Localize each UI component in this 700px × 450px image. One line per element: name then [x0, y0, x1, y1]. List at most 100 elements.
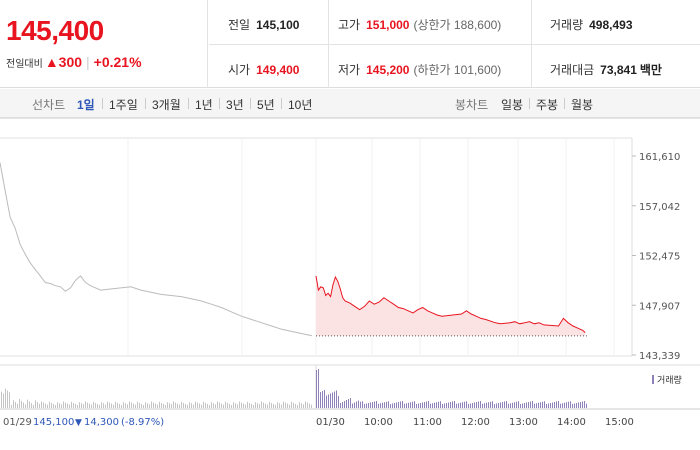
volume-bar: [149, 404, 150, 408]
volume-bar: [458, 403, 459, 408]
tab-separator: [188, 98, 189, 109]
volume-bar: [484, 403, 485, 408]
low-value: 145,200: [366, 63, 410, 77]
volume-bar: [37, 402, 38, 408]
volume-bar: [500, 402, 501, 408]
volume-bar: [320, 392, 321, 408]
tab-5year[interactable]: 5년: [257, 98, 275, 112]
volume-bar: [247, 401, 248, 408]
volume-bar: [215, 404, 216, 408]
volume-bar: [356, 401, 357, 408]
volume-bar: [456, 403, 457, 408]
volume-bar: [422, 402, 423, 408]
volume-bar: [139, 402, 140, 408]
volume-bar: [348, 399, 349, 408]
volume-bar: [388, 401, 389, 408]
volume-bar: [189, 402, 190, 408]
volume-bar: [29, 401, 30, 408]
tab-weekly-candle[interactable]: 주봉: [536, 98, 559, 112]
volume-bar: [324, 390, 325, 408]
volume-bar: [474, 402, 475, 408]
volume-bar: [15, 402, 16, 408]
volume-bar: [175, 402, 176, 408]
volume-bar: [231, 405, 232, 408]
change-percent: +0.21%: [93, 54, 142, 70]
volume-bar: [285, 402, 286, 408]
volume-bars: [1, 369, 587, 408]
volume-bar: [229, 403, 230, 408]
volume-bar: [420, 403, 421, 408]
tab-1year[interactable]: 1년: [195, 98, 213, 112]
volume-bar: [372, 402, 373, 408]
tab-monthly-candle[interactable]: 월봉: [571, 98, 594, 112]
volume-bar: [526, 402, 527, 408]
volume-bar: [472, 403, 473, 408]
volume-bar: [53, 403, 54, 408]
tab-daily-candle[interactable]: 일봉: [501, 98, 524, 112]
volume-bar: [464, 401, 465, 408]
volume-bar: [418, 403, 419, 408]
volume-bar: [165, 405, 166, 408]
volume-bar: [338, 396, 339, 408]
tab-3month[interactable]: 3개월: [152, 98, 181, 112]
volume-bar: [71, 401, 72, 408]
volume-bar: [570, 401, 571, 408]
col-divider: [328, 0, 329, 88]
tab-10year[interactable]: 10년: [288, 98, 313, 112]
lower-limit: (하한가 101,600): [413, 63, 502, 77]
tab-1day[interactable]: 1일: [77, 98, 95, 112]
x-tick-label: 12:00: [461, 417, 490, 428]
volume-bar: [217, 401, 218, 408]
volume-bar: [9, 392, 10, 408]
volume-bar: [326, 395, 327, 408]
volume-bar: [410, 402, 411, 408]
volume-bar: [123, 402, 124, 408]
volume-bar: [259, 404, 260, 408]
volume-bar: [199, 403, 200, 408]
volume-bar: [183, 402, 184, 408]
volume-bar: [79, 402, 80, 408]
tab-1week[interactable]: 1주일: [109, 98, 138, 112]
volume-bar: [281, 404, 282, 408]
price-box: 145,400 전일대비 ▲300 | +0.21%: [0, 0, 208, 88]
volume-bar: [584, 401, 585, 408]
volume-bar: [516, 401, 517, 408]
volume-bar: [261, 401, 262, 408]
volume-bar: [524, 403, 525, 408]
volume-bar: [520, 404, 521, 408]
volume-bar: [227, 402, 228, 408]
current-price: 145,400: [6, 15, 104, 46]
high: 고가 151,000 (상한가 188,600): [338, 16, 501, 33]
change-amount: 300: [58, 54, 83, 70]
volume-bar: [273, 403, 274, 408]
volume-bar: [187, 405, 188, 408]
volume-bar: [476, 402, 477, 408]
volume-bar: [514, 402, 515, 408]
volume-bar: [544, 401, 545, 408]
volume-bar: [430, 403, 431, 408]
volume-bar: [578, 402, 579, 408]
volume-bar: [105, 404, 106, 408]
tab-3year[interactable]: 3년: [226, 98, 244, 112]
volume-bar: [436, 402, 437, 408]
volume-bar: [257, 403, 258, 408]
volume-bar: [271, 402, 272, 408]
volume-bar: [173, 401, 174, 408]
volume-bar: [137, 401, 138, 408]
prev-close-label: 전일: [228, 18, 251, 32]
volume-bar: [27, 399, 28, 408]
volume-bar: [498, 403, 499, 408]
volume-bar: [432, 403, 433, 408]
volume-bar: [552, 402, 553, 408]
volume-bar: [366, 403, 367, 408]
volume-bar: [550, 403, 551, 408]
volume-bar: [119, 403, 120, 408]
volume-bar: [293, 402, 294, 408]
volume-bar: [169, 403, 170, 408]
volume-bar: [11, 405, 12, 408]
volume-bar: [81, 403, 82, 408]
volume-bar: [522, 403, 523, 408]
volume-bar: [460, 402, 461, 408]
volume-bar: [434, 402, 435, 408]
volume-bar: [470, 403, 471, 408]
